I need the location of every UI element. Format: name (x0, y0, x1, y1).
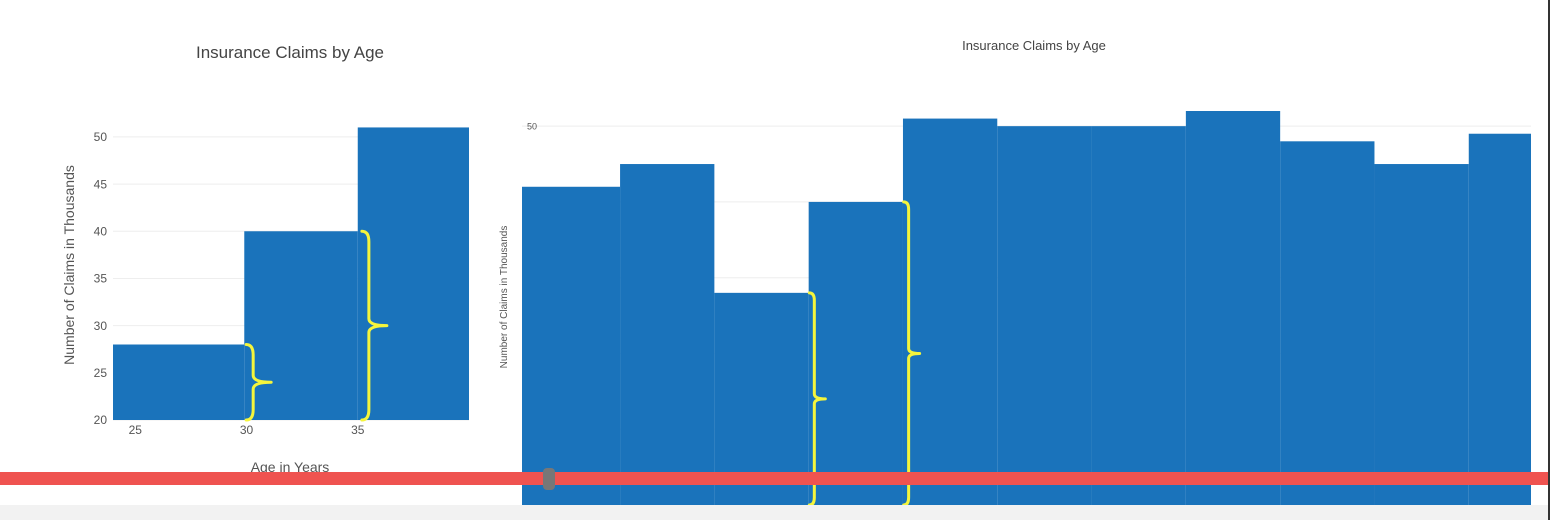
chart-left-x-tick-label: 25 (129, 423, 143, 437)
chart-left-bar (244, 231, 357, 420)
chart-left-y-tick-label: 50 (94, 130, 108, 144)
chart-left-y-tick-label: 45 (94, 177, 108, 191)
video-progress-bar[interactable] (0, 472, 1550, 485)
chart-right-bar (1280, 141, 1374, 505)
chart-right-bar (1374, 164, 1468, 505)
chart-right-title: Insurance Claims by Age (962, 38, 1106, 53)
chart-right-bar (809, 202, 903, 505)
chart-left-bar (358, 127, 469, 420)
chart-right-y-label: Number of Claims in Thousands (499, 226, 510, 369)
chart-left-y-tick-label: 25 (94, 366, 108, 380)
chart-left-y-tick-label: 20 (94, 413, 108, 427)
chart-right-bar (903, 119, 997, 505)
chart-left-y-tick-label: 40 (94, 224, 108, 238)
chart-left-x-tick-label: 30 (240, 423, 254, 437)
chart-left-y-label: Number of Claims in Thousands (61, 165, 77, 365)
chart-right-bar (1469, 134, 1531, 505)
progress-scrub-handle[interactable] (543, 468, 555, 490)
chart-left-y-tick-label: 35 (94, 272, 108, 286)
chart-right-y-tick-label: 50 (527, 121, 537, 131)
chart-left-y-tick-label: 30 (94, 319, 108, 333)
chart-right-bar (1186, 111, 1280, 505)
chart-right: Insurance Claims by Age Number of Claims… (499, 38, 1531, 516)
chart-right-bar (522, 187, 620, 505)
chart-right-bar (1092, 126, 1186, 505)
bottom-toolbar-strip (0, 505, 1550, 520)
chart-right-bar (620, 164, 714, 505)
chart-left-title: Insurance Claims by Age (196, 43, 384, 62)
chart-left-bar (113, 345, 244, 421)
chart-left: Insurance Claims by Age Age in Years Num… (61, 43, 469, 475)
chart-left-x-tick-label: 35 (351, 423, 365, 437)
chart-right-bar (997, 126, 1091, 505)
